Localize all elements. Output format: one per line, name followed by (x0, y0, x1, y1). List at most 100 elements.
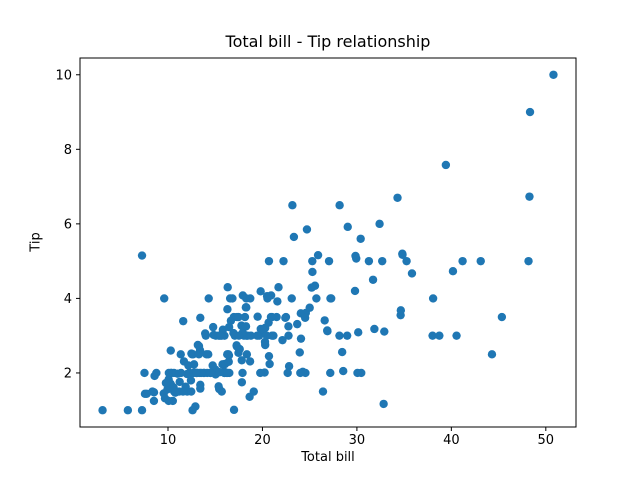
y-tick-label: 4 (64, 292, 72, 307)
data-point (256, 368, 265, 378)
data-point (161, 378, 171, 388)
data-point (178, 387, 188, 396)
data-point (307, 283, 316, 292)
data-point (308, 256, 317, 266)
data-point (242, 350, 252, 359)
data-point (370, 324, 379, 334)
data-point (246, 294, 255, 303)
data-point (308, 267, 317, 277)
data-point (327, 294, 336, 303)
data-point (149, 396, 159, 406)
data-point (356, 234, 365, 243)
data-point (224, 322, 234, 332)
data-point (234, 312, 243, 322)
data-point (305, 303, 314, 312)
data-point (393, 193, 402, 202)
data-point (296, 334, 306, 343)
data-point (326, 368, 335, 378)
data-point (354, 328, 363, 337)
data-point (452, 331, 461, 340)
data-point (335, 331, 344, 340)
data-point (171, 388, 180, 397)
data-point (293, 319, 302, 329)
data-point (260, 337, 270, 347)
data-point (323, 326, 332, 335)
data-point (402, 256, 411, 266)
data-point (337, 347, 347, 357)
data-point (441, 160, 451, 170)
data-point (278, 335, 287, 345)
data-point (353, 368, 362, 378)
data-point (234, 331, 244, 340)
data-point (240, 312, 250, 322)
data-point (187, 387, 196, 396)
data-point (224, 357, 233, 366)
data-point (223, 350, 232, 359)
data-point (192, 368, 201, 378)
data-point (245, 392, 254, 402)
data-point (188, 350, 198, 359)
data-point (351, 251, 360, 261)
x-tick-label: 50 (538, 433, 555, 448)
data-point (222, 368, 231, 378)
data-point (289, 232, 299, 242)
data-point (98, 406, 107, 415)
data-point (265, 359, 274, 369)
y-tick-label: 2 (64, 366, 72, 381)
data-point (435, 331, 444, 340)
data-point (160, 294, 169, 303)
data-point (208, 361, 217, 370)
data-point (312, 294, 321, 303)
data-point (525, 192, 534, 201)
data-point (339, 366, 348, 376)
data-point (318, 387, 328, 396)
data-point (379, 399, 388, 409)
data-point (202, 350, 211, 359)
data-point (196, 384, 205, 393)
data-point (194, 350, 204, 359)
data-point (196, 313, 205, 322)
data-point (324, 256, 334, 266)
data-point (186, 376, 196, 385)
data-point (253, 312, 262, 321)
data-point (194, 341, 204, 351)
data-point (137, 251, 147, 260)
x-axis-label: Total bill (301, 450, 355, 465)
data-point (342, 331, 352, 340)
data-point (428, 294, 438, 303)
data-point (281, 313, 290, 322)
data-point (140, 368, 149, 378)
data-point (262, 331, 271, 340)
data-point (283, 368, 292, 378)
data-point (237, 378, 247, 387)
data-point (208, 322, 218, 332)
data-point (264, 256, 274, 266)
data-point (279, 256, 288, 266)
data-point (497, 312, 507, 322)
data-point (142, 389, 151, 399)
data-point (487, 350, 497, 359)
data-point (284, 331, 293, 340)
data-point (137, 406, 147, 415)
data-point (380, 327, 389, 336)
data-point (232, 341, 241, 350)
data-point (215, 368, 224, 377)
data-point (300, 313, 310, 322)
data-point (188, 406, 197, 415)
data-point (313, 250, 323, 260)
x-tick-label: 30 (349, 433, 366, 448)
data-point (206, 368, 215, 378)
data-point (428, 331, 437, 340)
data-point (176, 350, 185, 359)
data-point (184, 361, 193, 370)
data-point (246, 331, 256, 340)
data-point (264, 351, 274, 361)
data-point (296, 368, 305, 378)
data-point (201, 331, 210, 340)
data-point (223, 283, 232, 292)
data-point (302, 225, 312, 234)
data-point (458, 256, 467, 266)
axes-frame (79, 57, 577, 428)
data-point (217, 387, 226, 396)
